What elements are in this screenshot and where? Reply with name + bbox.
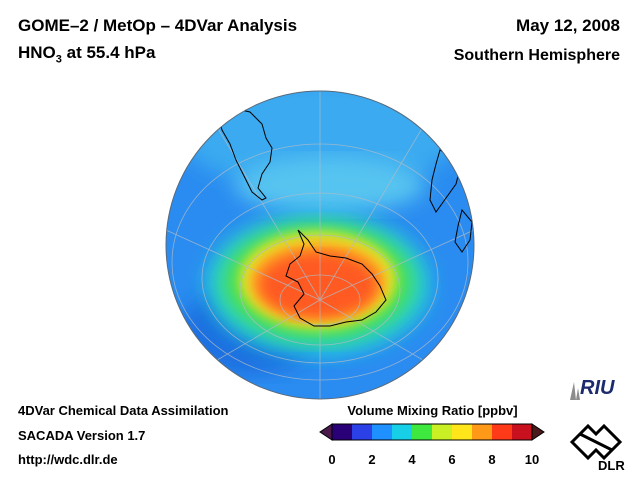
colorbar-segment (512, 424, 533, 440)
colorbar-tick-label: 8 (488, 452, 496, 467)
species-subscript: 3 (55, 53, 62, 66)
riu-logo-mark (570, 382, 580, 400)
colorbar-segment (392, 424, 413, 440)
colorbar-frame (331, 423, 533, 441)
footer-line2: SACADA Version 1.7 (18, 428, 146, 443)
graticule (166, 91, 474, 399)
hemisphere-label: Southern Hemisphere (453, 47, 620, 64)
species-title: HNO3 at 55.4 hPa (18, 43, 155, 65)
title-line1: GOME–2 / MetOp – 4DVar Analysis (18, 16, 298, 35)
colorbar-tick-label: 6 (448, 452, 456, 467)
riu-logo-text: RIU (580, 377, 615, 399)
colorbar-tick-label: 4 (408, 452, 416, 467)
colorbar-title: Volume Mixing Ratio [ppbv] (347, 403, 518, 418)
antarctica-coast (285, 229, 387, 327)
globe-outline (165, 90, 475, 400)
colorbar-tick-label: 0 (328, 452, 336, 467)
dlr-logo-text: DLR (598, 458, 625, 473)
mid-light-band (235, 157, 425, 213)
date-label: May 12, 2008 (516, 16, 620, 35)
colorbar-segment (372, 424, 393, 440)
colorbar-segment (352, 424, 373, 440)
footer-line1: 4DVar Chemical Data Assimilation (18, 403, 229, 418)
footer-url: http://wdc.dlr.de (18, 452, 118, 467)
species-level: at 55.4 hPa (61, 43, 156, 62)
colorbar-segment (492, 424, 513, 440)
colorbar-segment (332, 424, 353, 440)
colorbar-segment (432, 424, 453, 440)
south-america-coast (217, 107, 273, 201)
dlr-logo: DLR (569, 423, 625, 473)
colorbar-segment (472, 424, 493, 440)
colorbar-overflow-triangle (531, 423, 545, 441)
colorbar-segment (412, 424, 433, 440)
colorbar-tick-label: 2 (368, 452, 376, 467)
species-main: HNO (18, 43, 56, 62)
dlr-logo-mark (569, 423, 623, 461)
riu-logo: RIU (570, 377, 615, 400)
colorbar-tick-label: 10 (524, 452, 540, 467)
colorbar-underflow-triangle (319, 423, 333, 441)
polar-core (260, 253, 376, 317)
colorbar (319, 423, 545, 441)
colorbar-segment (452, 424, 473, 440)
